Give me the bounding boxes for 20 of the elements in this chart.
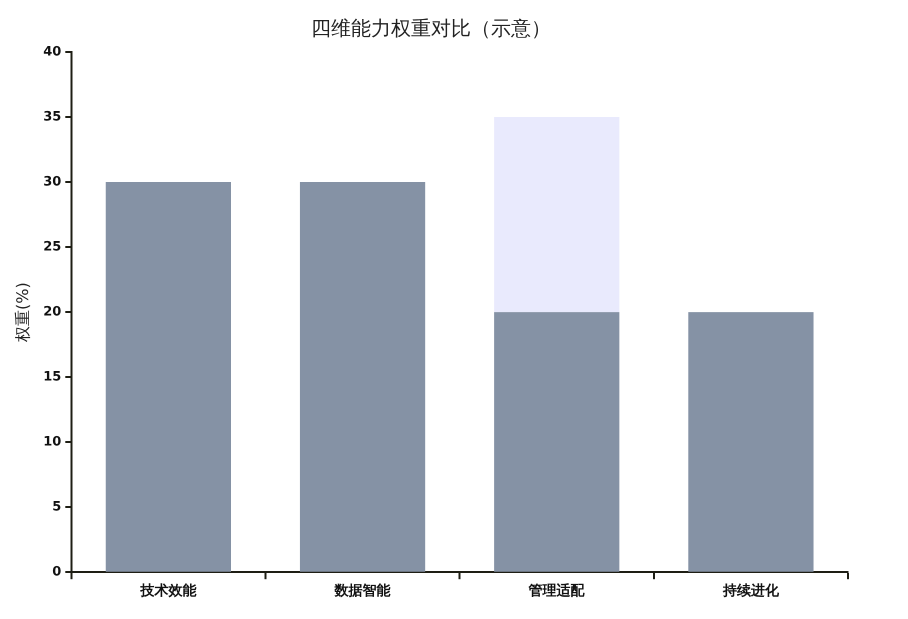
y-tick-label: 20 [43,304,62,320]
y-tick-label: 15 [43,370,62,384]
y-tick-label: 40 [43,44,62,60]
x-tick-label: 数据智能 [334,583,392,600]
y-axis-title: 权重(%) [12,282,32,343]
y-tick-label: 35 [43,109,62,124]
y-tick-label: 30 [43,174,62,190]
chart-title: 四维能力权重对比（示意） [311,16,551,40]
x-tick-label: 管理适配 [528,582,586,600]
bar [300,182,426,572]
bar [106,182,231,572]
y-tick-label: 10 [43,434,62,450]
bar [494,117,620,312]
y-tick-label: 5 [52,500,62,515]
x-tick-label: 持续进化 [722,583,780,600]
bar [494,312,620,572]
bar [688,312,814,572]
y-tick-label: 0 [52,564,62,580]
y-tick-label: 25 [43,239,62,254]
x-tick-label: 技术效能 [139,583,198,600]
